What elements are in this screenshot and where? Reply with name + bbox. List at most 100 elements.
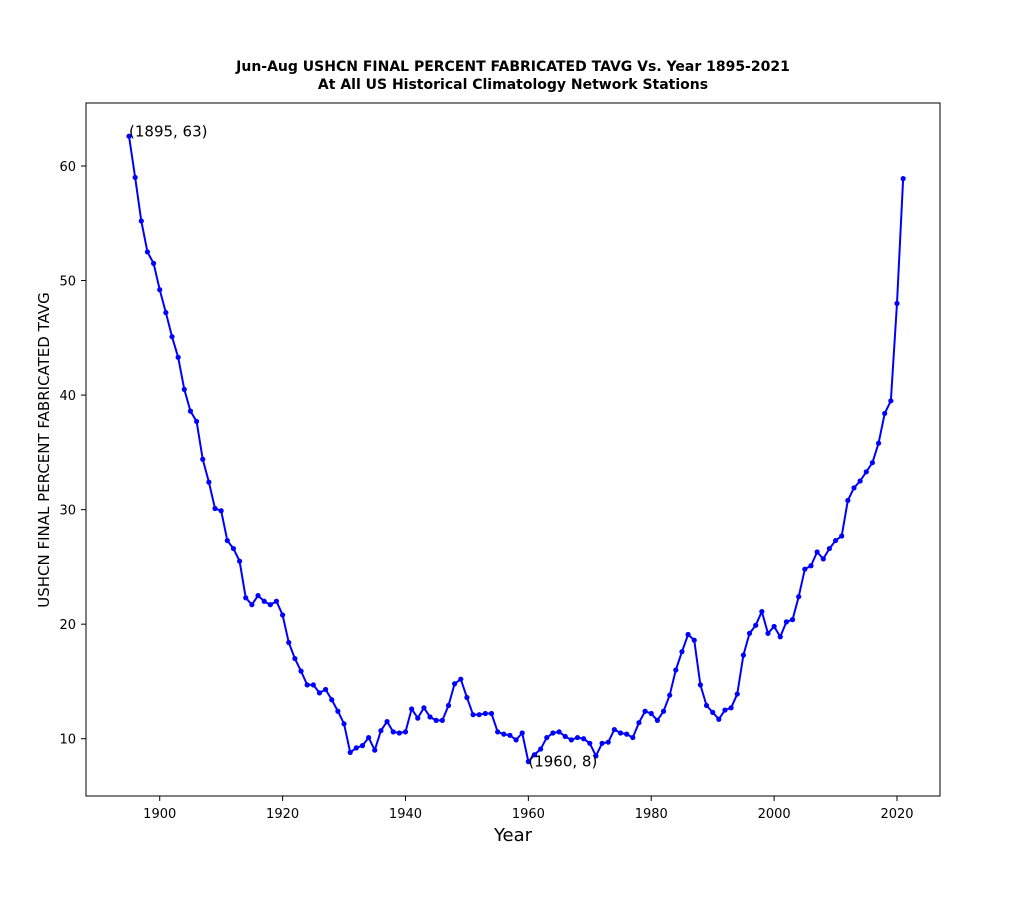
data-point — [550, 730, 556, 736]
annotation-layer: (1895, 63) (1960, 8) — [129, 123, 597, 771]
data-point — [261, 598, 267, 604]
data-point — [894, 300, 900, 307]
data-point — [562, 733, 568, 740]
data-point — [636, 720, 642, 726]
data-point — [531, 752, 538, 758]
x-tick-label: 1940 — [389, 807, 422, 822]
data-point — [316, 690, 323, 696]
data-point — [200, 456, 206, 462]
data-point — [814, 549, 820, 555]
data-point — [783, 619, 790, 625]
data-point — [224, 537, 230, 544]
data-point — [832, 537, 839, 544]
data-point — [310, 682, 316, 688]
data-point — [341, 721, 347, 727]
x-tick-label: 1900 — [143, 807, 176, 822]
data-point — [722, 707, 728, 713]
data-point — [458, 676, 464, 682]
data-point — [439, 717, 445, 724]
data-point — [777, 634, 783, 640]
data-point — [163, 310, 169, 316]
data-point — [593, 753, 599, 759]
data-point — [236, 558, 243, 564]
data-point — [796, 594, 802, 600]
data-point — [206, 479, 212, 485]
data-point — [882, 410, 888, 417]
data-point — [329, 697, 335, 703]
data-point — [132, 174, 138, 181]
data-point — [802, 566, 808, 572]
x-axis-label: Year — [493, 825, 533, 846]
data-point — [869, 460, 876, 466]
data-point — [323, 686, 329, 693]
data-point — [421, 705, 427, 711]
data-point — [544, 734, 550, 741]
data-point — [445, 702, 452, 709]
data-point — [452, 681, 458, 687]
data-point — [538, 746, 544, 752]
data-point — [587, 740, 593, 746]
data-point — [390, 729, 396, 735]
data-point — [617, 730, 624, 736]
data-point — [409, 706, 415, 712]
data-point — [482, 710, 488, 717]
data-point — [679, 649, 685, 655]
data-point — [820, 556, 826, 562]
data-point — [230, 545, 237, 552]
data-point — [150, 260, 157, 266]
data-point — [888, 398, 894, 404]
data-point — [728, 705, 734, 711]
series-layer — [126, 133, 906, 765]
data-point — [501, 731, 507, 737]
data-point — [734, 691, 740, 697]
data-point — [255, 592, 261, 599]
data-point — [495, 729, 501, 735]
data-point — [789, 617, 796, 623]
data-point — [347, 749, 353, 756]
data-point — [746, 630, 753, 636]
data-point — [630, 734, 636, 741]
x-tick-label: 1960 — [512, 807, 545, 822]
x-tick-label: 1980 — [635, 807, 668, 822]
data-point — [298, 668, 304, 674]
data-point — [857, 478, 863, 484]
data-point — [845, 497, 851, 504]
data-point — [703, 702, 710, 709]
data-point — [525, 759, 531, 765]
data-point — [568, 737, 574, 743]
data-point — [826, 545, 833, 552]
data-point — [691, 637, 697, 643]
data-point — [900, 176, 906, 182]
data-point — [673, 667, 679, 673]
data-point — [273, 598, 280, 604]
data-point — [280, 612, 286, 618]
data-point — [470, 712, 476, 718]
data-point — [697, 682, 703, 688]
point-annotation: (1895, 63) — [129, 123, 208, 141]
data-point — [372, 747, 378, 753]
y-axis: 10 20 30 40 50 60 — [59, 160, 86, 748]
data-point — [433, 717, 439, 724]
data-point — [648, 710, 654, 717]
data-point — [175, 354, 181, 360]
data-point — [187, 408, 194, 414]
data-point — [581, 736, 587, 742]
data-point — [353, 745, 359, 751]
data-point — [193, 418, 200, 425]
data-point — [402, 729, 409, 735]
data-point — [642, 708, 648, 714]
y-tick-label: 40 — [59, 389, 76, 404]
data-point — [667, 692, 673, 698]
data-point — [507, 732, 513, 738]
data-point — [126, 133, 132, 139]
x-tick-label: 1920 — [266, 807, 299, 822]
data-point — [415, 715, 421, 721]
data-point — [740, 652, 746, 658]
data-point — [759, 608, 765, 615]
data-point — [476, 712, 482, 718]
data-point — [359, 743, 366, 749]
y-axis-label: USHCN FINAL PERCENT FABRICATED TAVG — [35, 292, 53, 608]
data-point — [249, 602, 255, 608]
data-point — [181, 386, 187, 392]
x-axis: 1900 1920 1940 1960 1980 2000 2020 — [143, 796, 914, 822]
